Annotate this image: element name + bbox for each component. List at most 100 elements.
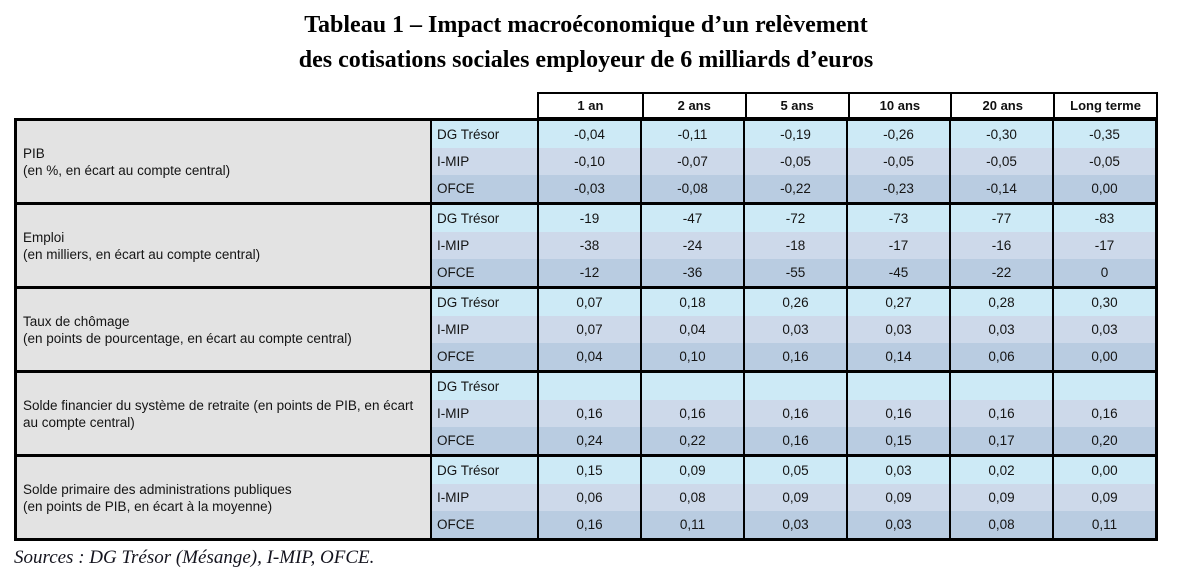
value-cell: 0,16 [537, 511, 640, 538]
value-cell: 0,22 [640, 427, 743, 454]
value-cell: -0,23 [846, 175, 949, 202]
value-cell: 0,09 [1052, 484, 1155, 511]
value-cell: -47 [640, 205, 743, 232]
value-cell: -0,30 [949, 121, 1052, 148]
value-cell: 0,16 [640, 400, 743, 427]
indicator-group: Solde financier du système de retraite (… [17, 373, 1155, 457]
value-cell: -17 [1052, 232, 1155, 259]
value-cell: 0,16 [846, 400, 949, 427]
value-cell: 0,03 [949, 316, 1052, 343]
value-cell: 0,03 [846, 316, 949, 343]
value-cell: 0,18 [640, 289, 743, 316]
indicator-group: PIB (en %, en écart au compte central) DG … [17, 121, 1155, 205]
model-cell: OFCE [430, 511, 537, 538]
value-cell: -45 [846, 259, 949, 286]
value-cell: 0,16 [743, 400, 846, 427]
value-cell [949, 373, 1052, 400]
indicator-label-cell: Emploi (en milliers, en écart au compte c… [17, 205, 430, 286]
column-header-20ans: 20 ans [950, 94, 1053, 117]
model-cell: DG Trésor [430, 289, 537, 316]
value-cell: 0,05 [743, 457, 846, 484]
value-cell: 0,11 [640, 511, 743, 538]
column-header-long-terme: Long terme [1053, 94, 1156, 117]
model-cell: DG Trésor [430, 373, 537, 400]
value-cell: -0,07 [640, 148, 743, 175]
value-cell: -0,04 [537, 121, 640, 148]
value-cell: -83 [1052, 205, 1155, 232]
column-header-1an: 1 an [577, 98, 604, 113]
value-cell: 0,11 [1052, 511, 1155, 538]
value-cell: -19 [537, 205, 640, 232]
value-cell: 0,15 [846, 427, 949, 454]
value-cell: -0,26 [846, 121, 949, 148]
indicator-name: PIB [23, 145, 45, 161]
table-header-row: 1 an 2 ans 5 ans 10 ans 20 ans Long term… [537, 92, 1158, 119]
value-cell: 0,03 [846, 511, 949, 538]
value-cell: 0,16 [743, 427, 846, 454]
value-cell: -0,05 [1052, 148, 1155, 175]
value-cell: -36 [640, 259, 743, 286]
value-cell: 0,03 [743, 316, 846, 343]
value-cell: 0,04 [640, 316, 743, 343]
value-cell: 0,27 [846, 289, 949, 316]
indicator-label-cell: Solde primaire des administrations publi… [17, 457, 430, 538]
value-cell: 0,08 [640, 484, 743, 511]
value-cell: 0,06 [537, 484, 640, 511]
model-cell: OFCE [430, 259, 537, 286]
value-cell: -16 [949, 232, 1052, 259]
value-cell: 0,16 [537, 400, 640, 427]
model-cell: I-MIP [430, 232, 537, 259]
value-cell: 0,28 [949, 289, 1052, 316]
indicator-name: Solde financier du système de retraite (… [23, 397, 414, 430]
indicator-name: Solde primaire des administrations publi… [23, 481, 292, 497]
value-cell [537, 373, 640, 400]
value-cell: 0,17 [949, 427, 1052, 454]
value-cell: -38 [537, 232, 640, 259]
column-header-5ans: 5 ans [744, 94, 848, 117]
macro-impact-table: PIB (en %, en écart au compte central) DG … [14, 118, 1158, 541]
column-header-2ans: 2 ans [641, 94, 745, 117]
value-cell: -73 [846, 205, 949, 232]
model-cell: I-MIP [430, 484, 537, 511]
value-cell: 0,14 [846, 343, 949, 370]
value-cell: 0,20 [1052, 427, 1155, 454]
value-cell: 0,10 [640, 343, 743, 370]
model-cell: DG Trésor [430, 205, 537, 232]
indicator-label-cell: Taux de chômage (en points de pourcentage… [17, 289, 430, 370]
indicator-note: (en points de pourcentage, en écart au c… [23, 330, 352, 346]
value-cell: 0,07 [537, 316, 640, 343]
value-cell: 0,00 [1052, 457, 1155, 484]
value-cell: -12 [537, 259, 640, 286]
indicator-label-cell: PIB (en %, en écart au compte central) [17, 121, 430, 202]
value-cell: 0,09 [949, 484, 1052, 511]
model-cell: OFCE [430, 343, 537, 370]
value-cell: -0,03 [537, 175, 640, 202]
value-cell [1052, 373, 1155, 400]
value-cell: 0,06 [949, 343, 1052, 370]
value-cell: 0 [1052, 259, 1155, 286]
table-title: Tableau 1 – Impact macroéconomique d’un … [14, 8, 1158, 78]
indicator-group: Emploi (en milliers, en écart au compte c… [17, 205, 1155, 289]
value-cell: 0,16 [1052, 400, 1155, 427]
table-title-line2: des cotisations sociales employeur de 6 … [298, 47, 874, 73]
value-cell [640, 373, 743, 400]
model-cell: I-MIP [430, 148, 537, 175]
value-cell: -17 [846, 232, 949, 259]
indicator-group: Solde primaire des administrations publi… [17, 457, 1155, 538]
model-cell: DG Trésor [430, 457, 537, 484]
value-cell: 0,03 [743, 511, 846, 538]
value-cell: -77 [949, 205, 1052, 232]
value-cell: -22 [949, 259, 1052, 286]
value-cell: -0,05 [846, 148, 949, 175]
value-cell: -72 [743, 205, 846, 232]
value-cell: 0,04 [537, 343, 640, 370]
model-cell: I-MIP [430, 316, 537, 343]
indicator-note: (en points de PIB, en écart à la moyenne… [23, 498, 273, 514]
value-cell: 0,24 [537, 427, 640, 454]
value-cell: -0,22 [743, 175, 846, 202]
value-cell: -0,08 [640, 175, 743, 202]
indicator-note: (en milliers, en écart au compte central… [23, 246, 261, 262]
value-cell: 0,30 [1052, 289, 1155, 316]
value-cell: 0,09 [846, 484, 949, 511]
